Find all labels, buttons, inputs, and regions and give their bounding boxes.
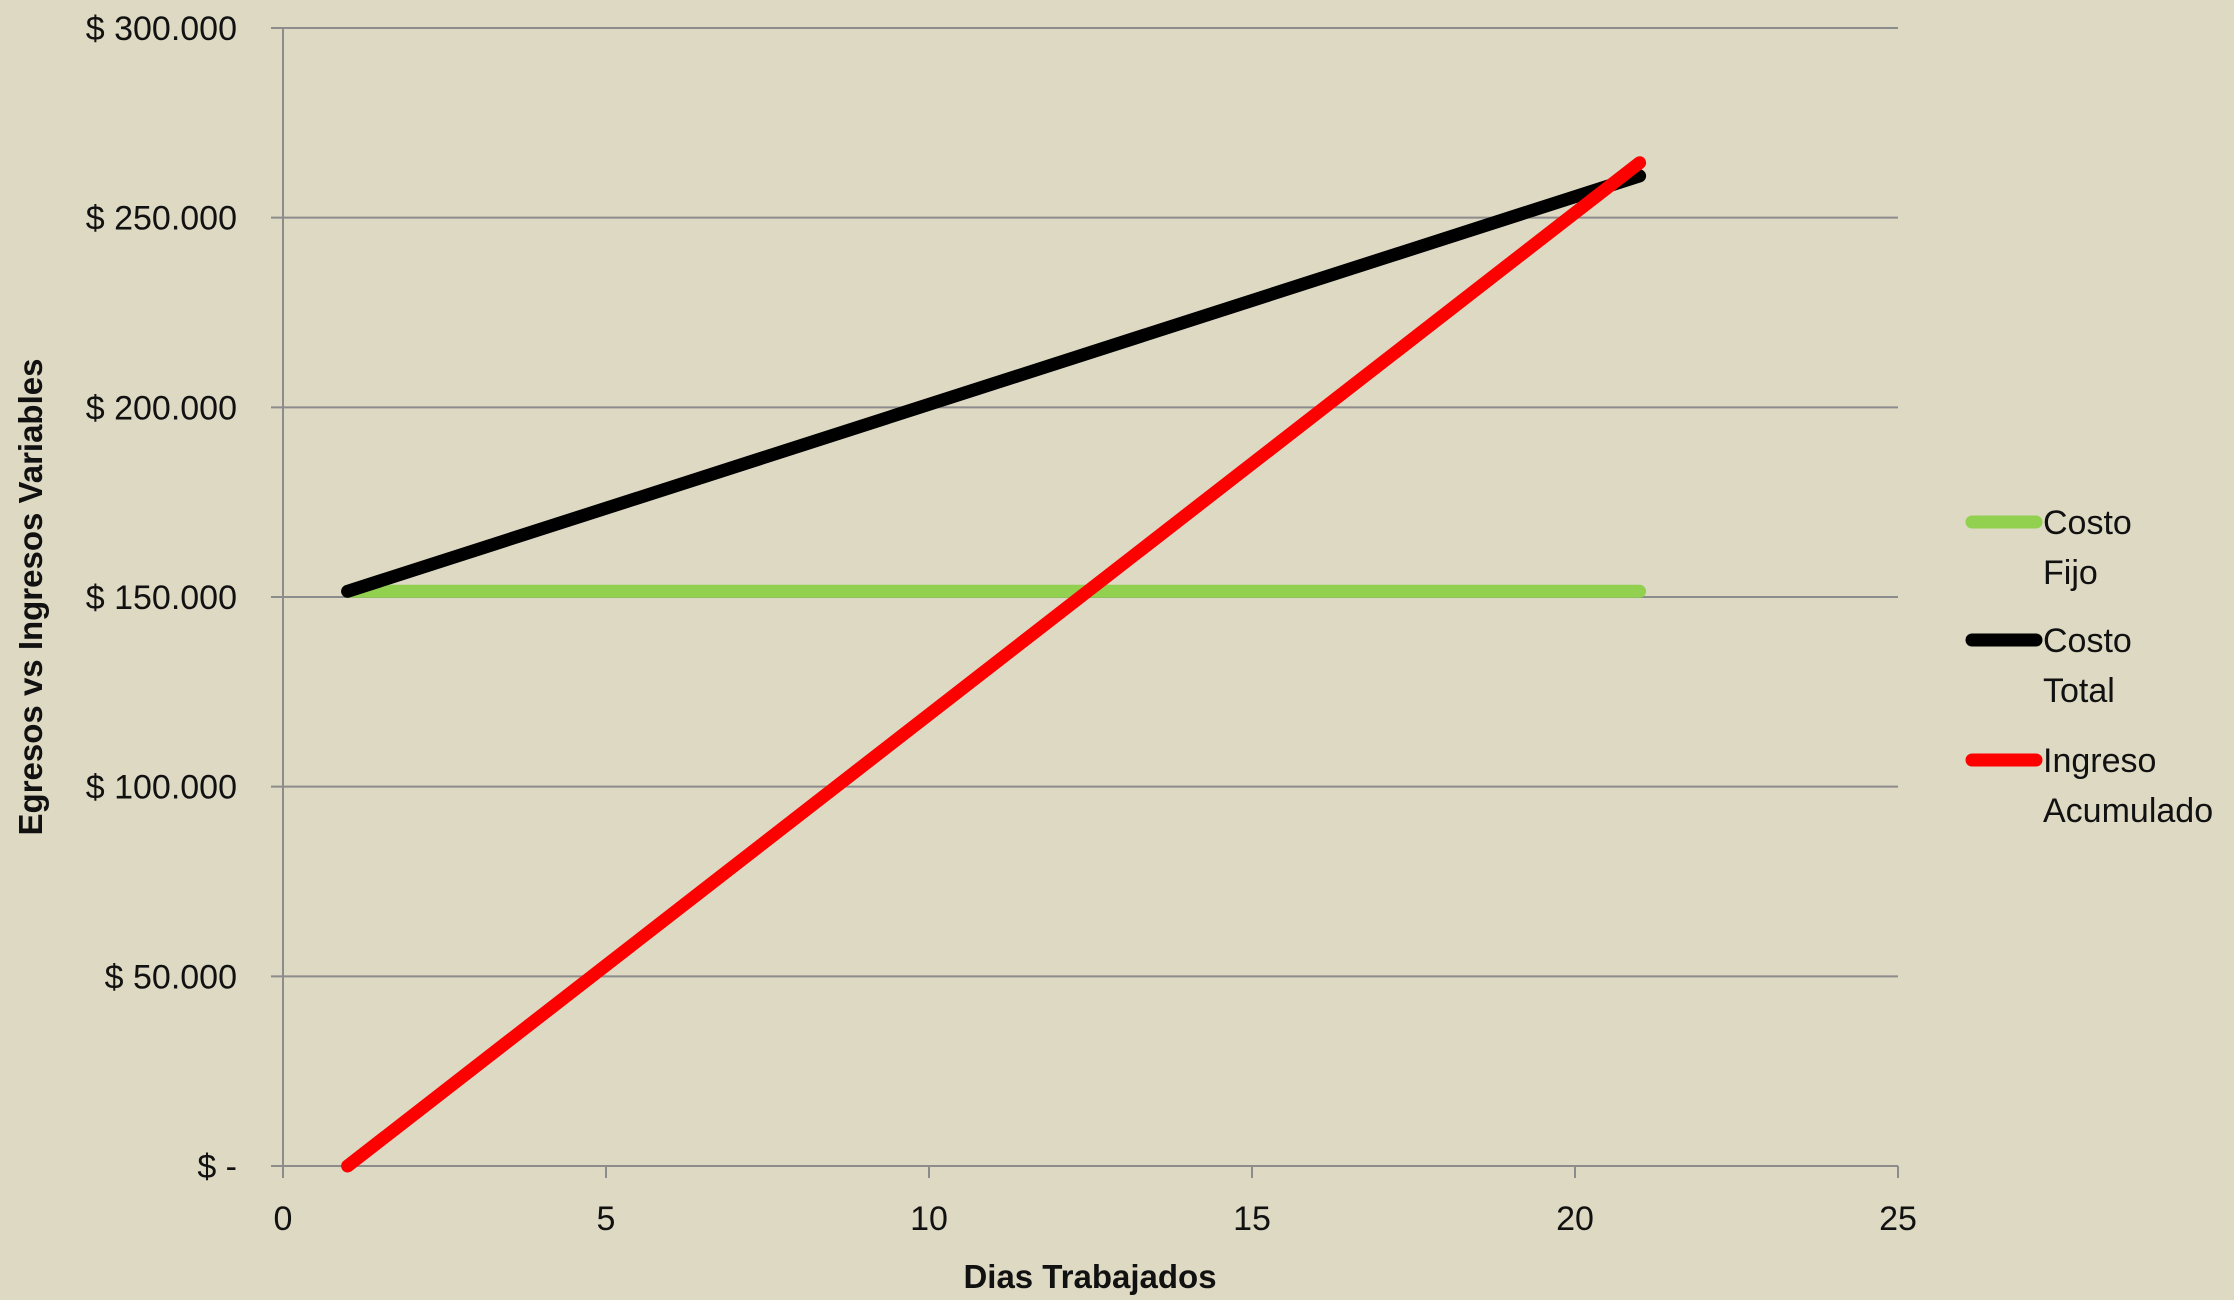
y-tick-label: $ 50.000 bbox=[105, 958, 237, 996]
legend-label: Costo bbox=[2043, 622, 2132, 660]
legend: Costo Fijo Costo Total Ingreso Acumulado bbox=[1965, 504, 2213, 830]
x-tick-label: 25 bbox=[1879, 1200, 1917, 1238]
legend-label: Costo bbox=[2043, 504, 2132, 542]
x-tick-label: 10 bbox=[910, 1200, 948, 1238]
y-tick-label: $ 150.000 bbox=[86, 579, 237, 617]
x-tick-labels: 0 5 10 15 20 25 bbox=[274, 1200, 1917, 1238]
x-axis-title: Dias Trabajados bbox=[963, 1258, 1216, 1295]
y-tick-labels: $ - $ 50.000 $ 100.000 $ 150.000 $ 200.000 $ … bbox=[86, 10, 237, 1186]
y-axis-title: Egresos vs Ingresos Variables bbox=[12, 359, 49, 836]
y-tick-label: $ 300.000 bbox=[86, 10, 237, 48]
legend-label: Acumulado bbox=[2043, 792, 2213, 830]
y-tick-label: $ - bbox=[197, 1148, 237, 1186]
series-line-costo-total bbox=[341, 169, 1647, 598]
x-tick-label: 20 bbox=[1556, 1200, 1594, 1238]
legend-label: Ingreso bbox=[2043, 742, 2156, 780]
legend-item: Costo Total bbox=[1965, 622, 2132, 710]
y-tick-label: $ 100.000 bbox=[86, 769, 237, 807]
x-tick-label: 15 bbox=[1233, 1200, 1271, 1238]
legend-item: Ingreso Acumulado bbox=[1965, 742, 2213, 830]
legend-label: Total bbox=[2043, 672, 2115, 710]
y-tick-label: $ 200.000 bbox=[86, 389, 237, 427]
legend-label: Fijo bbox=[2043, 554, 2098, 592]
x-tick-label: 0 bbox=[274, 1200, 293, 1238]
y-tick-label: $ 250.000 bbox=[86, 200, 237, 238]
x-tick-label: 5 bbox=[597, 1200, 616, 1238]
axes bbox=[282, 28, 1899, 1178]
legend-item: Costo Fijo bbox=[1965, 504, 2132, 592]
series-lines bbox=[341, 156, 1647, 1173]
series-line-ingreso-acumulado bbox=[341, 156, 1647, 1173]
